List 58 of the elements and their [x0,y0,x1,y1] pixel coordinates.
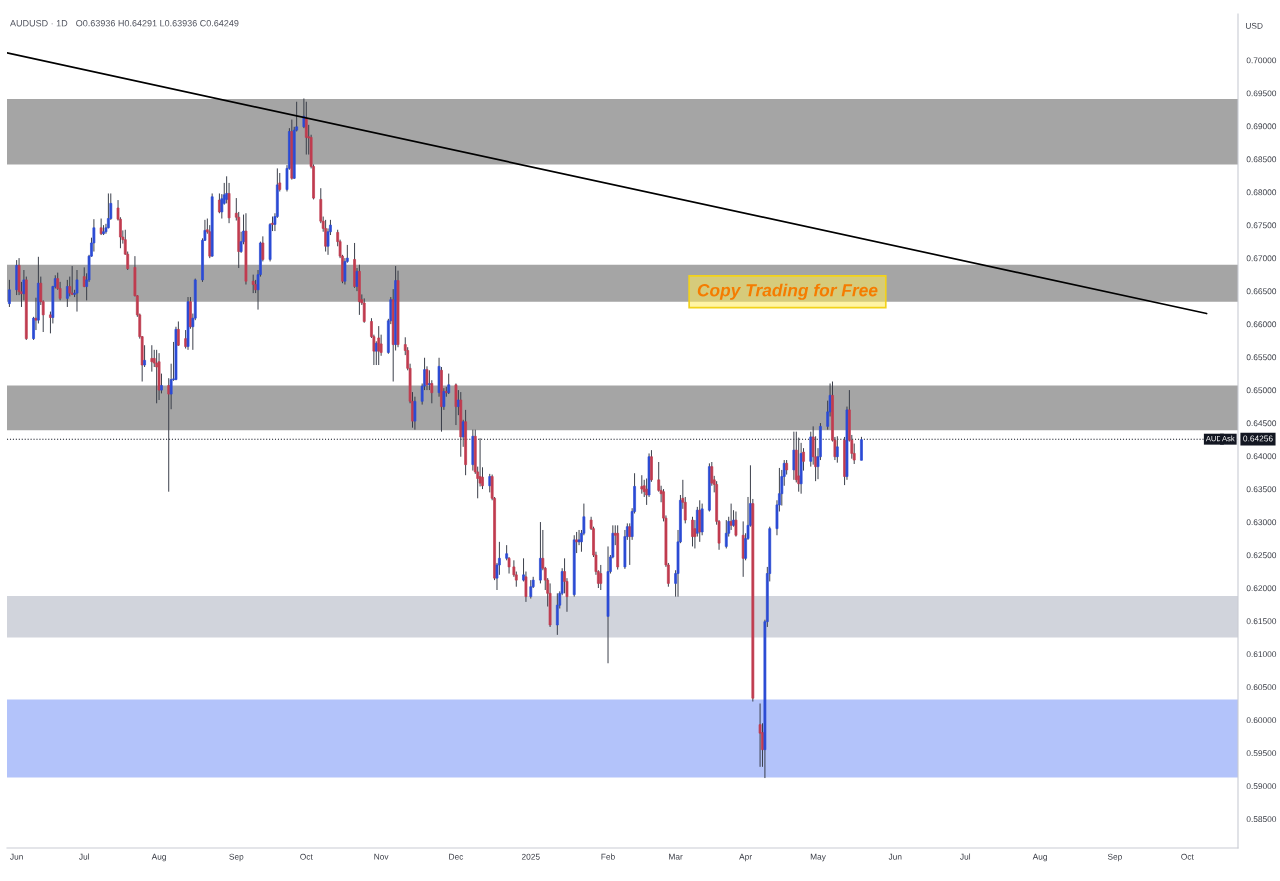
x-tick-label: Jul [79,853,90,860]
y-tick-label: 0.69000 [1246,123,1277,130]
x-tick-label: Aug [1032,853,1047,862]
y-tick-label: 0.64500 [1246,420,1277,427]
x-tick-label: Jul [960,853,971,860]
candlestick [539,521,542,584]
y-tick-label: 0.67000 [1246,255,1277,262]
candlestick [640,474,644,495]
candlestick [724,519,728,549]
candlestick [177,320,180,347]
candlestick [65,279,69,308]
y-tick-label: 0.65000 [1246,387,1277,394]
y-tick-label: 0.59000 [1246,783,1277,790]
annotation: Copy Trading for Free [697,283,878,300]
y-tick-label: 0.67500 [1246,222,1277,229]
x-tick-label: Nov [374,853,389,860]
x-tick-label: Mar [669,853,683,860]
y-tick-label: 0.68000 [1246,189,1277,196]
y-tick-label: 0.66500 [1246,288,1277,295]
candlestick [529,579,533,600]
ref-line-label: 0.64256 [1243,435,1273,442]
y-tick-label: 0.65500 [1246,354,1277,361]
y-tick-label: 0.61500 [1246,618,1277,625]
text: AUDUSD · 1D [10,20,68,27]
candlestick [860,436,863,461]
y-tick-label: 0.62500 [1246,552,1277,559]
x-tick-label: Jun [10,853,23,860]
candlestick [261,235,265,262]
y-tick-label: 0.61000 [1246,651,1277,658]
x-tick-label: Dec [449,853,464,860]
x-tick-label: Jun [888,853,902,860]
y-tick-label: 0.63500 [1246,486,1277,493]
candlestick [691,516,694,547]
y-tick-label: 0.68500 [1246,156,1277,163]
y-tick-label: 0.69500 [1246,90,1277,97]
x-tick-label: Oct [300,853,313,860]
y-tick-label: 0.62000 [1246,585,1277,592]
y-tick-label: 0.64000 [1246,453,1277,460]
candlestick [92,218,96,253]
x-tick-label: May [810,853,826,862]
x-tick-label: Feb [601,853,615,860]
y-tick-label: 0.63000 [1246,519,1277,526]
x-tick-label: Apr [739,853,752,862]
y-tick-label: 0.58500 [1246,816,1277,823]
y-tick-label: 0.66000 [1246,321,1277,328]
candlestick [447,373,451,395]
y-tick-label: 0.60000 [1246,717,1277,724]
x-tick-label: 2025 [521,853,540,860]
x-tick-label: Sep [1107,853,1122,862]
y-tick-label: 0.70000 [1246,57,1277,64]
y-tick-label: 0.60500 [1246,684,1277,691]
x-tick-label: Aug [151,853,166,862]
text: O0.63936 H0.64291 L0.63936 C0.64249 [76,20,239,27]
y-axis-title: USD [1246,22,1263,29]
x-tick-label: Sep [229,853,244,862]
x-tick-label: Oct [1181,853,1194,860]
y-tick-label: 0.59500 [1246,750,1277,757]
candlestick [8,279,11,308]
